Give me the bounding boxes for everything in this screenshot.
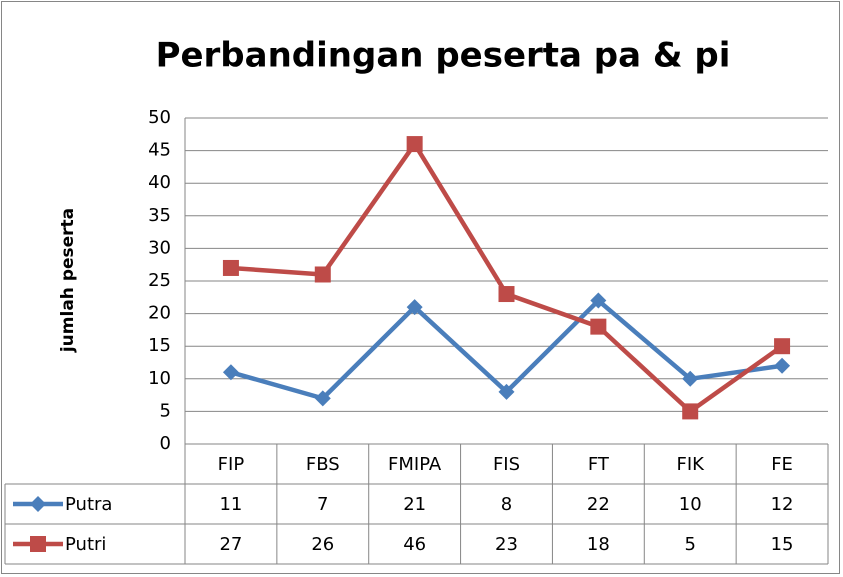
y-axis-label: jumlah peserta [58,208,78,353]
marker [222,259,239,276]
marker [30,496,46,512]
table-value: 23 [495,534,518,555]
y-tick-label: 0 [160,433,171,454]
y-tick-label: 35 [148,205,171,226]
y-tick-label: 15 [148,335,171,356]
table-value: 12 [771,494,794,515]
marker [774,338,791,355]
marker [314,390,331,407]
x-tick-label: FIK [676,454,705,475]
x-tick-label: FT [588,454,610,475]
marker [774,357,791,374]
marker [590,292,607,309]
table-value: 46 [403,534,426,555]
table-value: 18 [587,534,610,555]
table-value: 8 [501,494,512,515]
y-tick-label: 20 [148,303,171,324]
marker [682,403,699,420]
x-tick-label: FIP [218,454,245,475]
chart-title: Perbandingan peserta pa & pi [156,36,731,76]
legend-label: Putri [65,534,106,555]
marker [406,299,423,316]
table-value: 27 [219,534,242,555]
legend-label: Putra [65,494,112,515]
x-tick-label: FE [771,454,793,475]
x-tick-label: FIS [493,454,520,475]
table-value: 22 [587,494,610,515]
y-tick-label: 45 [148,140,171,161]
marker [30,536,46,552]
table-value: 5 [684,534,695,555]
y-tick-label: 30 [148,237,171,258]
marker [222,364,239,381]
table-value: 15 [771,534,794,555]
table-value: 7 [317,494,328,515]
y-tick-label: 25 [148,270,171,291]
y-tick-label: 40 [148,172,171,193]
marker [682,370,699,387]
marker [406,136,423,153]
marker [314,266,331,283]
marker [498,383,515,400]
marker [498,286,515,303]
y-tick-label: 50 [148,107,171,128]
table-value: 10 [679,494,702,515]
x-tick-label: FMIPA [388,454,442,475]
y-tick-label: 5 [160,400,171,421]
marker [590,318,607,335]
table-value: 26 [311,534,334,555]
y-tick-label: 10 [148,368,171,389]
table-value: 11 [219,494,242,515]
table-value: 21 [403,494,426,515]
x-tick-label: FBS [306,454,340,475]
